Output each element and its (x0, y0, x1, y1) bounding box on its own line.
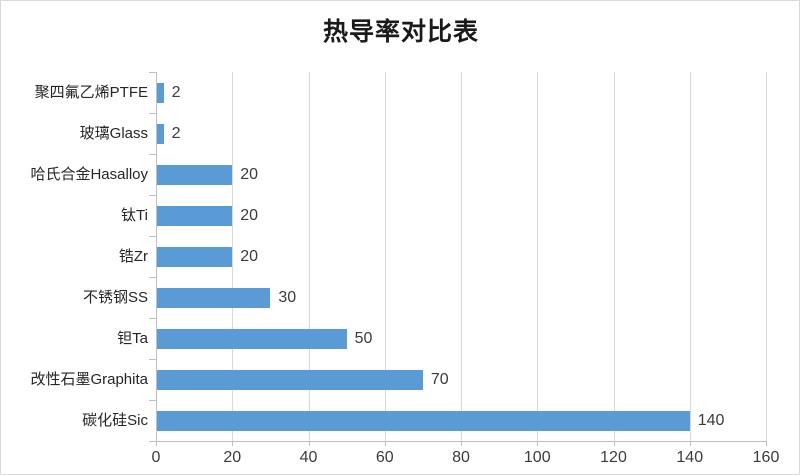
category-axis-tick (149, 359, 156, 360)
plot-area: 2 2 20 20 20 30 50 70 140 (156, 72, 766, 441)
category-axis-tick (149, 195, 156, 196)
category-axis-tick (149, 318, 156, 319)
value-axis-tick (537, 441, 539, 446)
bar (156, 328, 347, 349)
category-axis-line (156, 72, 157, 441)
chart-title: 热导率对比表 (322, 18, 479, 46)
bar (156, 164, 233, 185)
bar-value-label: 2 (171, 83, 181, 101)
category-axis-tick (149, 72, 156, 73)
value-axis-tick (308, 441, 310, 446)
bar-row: 30 (156, 277, 766, 318)
category-axis-tick (149, 277, 156, 278)
bar-value-label: 2 (171, 124, 181, 142)
bar (156, 246, 233, 267)
value-axis-tick (156, 441, 157, 446)
gridline-20 (232, 72, 234, 441)
bar-value-label: 140 (697, 411, 725, 429)
value-axis-tick (766, 441, 767, 446)
bar-value-label: 70 (430, 370, 449, 388)
value-axis-tick (232, 441, 234, 446)
category-label: 不锈钢SS (82, 288, 148, 306)
value-axis-label: 0 (151, 449, 161, 466)
value-axis-label: 140 (676, 449, 704, 466)
value-axis-label: 60 (375, 449, 394, 466)
gridline-160 (766, 72, 767, 441)
category-axis-tick (149, 400, 156, 401)
category-axis-tick (149, 113, 156, 114)
bar (156, 123, 164, 144)
gridline-140 (689, 72, 691, 441)
value-axis-tick (613, 441, 615, 446)
bar (156, 82, 164, 103)
category-label: 锆Zr (118, 247, 148, 265)
gridline-120 (613, 72, 615, 441)
value-axis-tick (461, 441, 462, 446)
value-axis-tick (689, 441, 691, 446)
bar-row: 20 (156, 236, 766, 277)
category-axis-tick (149, 236, 156, 237)
bar (156, 287, 271, 308)
category-axis-labels: 聚四氟乙烯PTFE 玻璃Glass 哈氏合金Hasalloy 钛Ti 锆Zr 不锈钢SS 钽… (1, 72, 156, 441)
bar-value-label: 20 (240, 206, 259, 224)
bar-row: 140 (156, 400, 766, 441)
bar-value-label: 50 (354, 329, 373, 347)
bar-value-label: 20 (240, 247, 259, 265)
category-axis-tick (149, 441, 156, 442)
value-axis-label: 100 (523, 449, 551, 466)
bar-row: 2 (156, 72, 766, 113)
bar-row: 20 (156, 154, 766, 195)
value-axis-label: 120 (600, 449, 627, 466)
category-axis-tick (149, 154, 156, 155)
value-axis-label: 160 (752, 449, 780, 466)
value-axis-tick (384, 441, 386, 446)
category-label: 玻璃Glass (79, 124, 148, 142)
bar-value-label: 30 (278, 288, 297, 306)
value-axis-label: 20 (223, 449, 242, 466)
bar-row: 70 (156, 359, 766, 400)
category-label: 钽Ta (117, 329, 148, 347)
bar-row: 2 (156, 113, 766, 154)
category-label: 哈氏合金Hasalloy (30, 165, 148, 183)
bar-value-label: 20 (240, 165, 259, 183)
category-label: 改性石墨Graphita (30, 370, 148, 388)
category-label: 碳化硅Sic (82, 411, 148, 429)
category-label: 钛Ti (121, 206, 148, 224)
bar (156, 205, 233, 226)
bar-row: 50 (156, 318, 766, 359)
gridline-60 (384, 72, 386, 441)
gridline-100 (537, 72, 539, 441)
gridline-80 (461, 72, 462, 441)
bar (156, 369, 423, 390)
bar (156, 410, 690, 431)
category-label: 聚四氟乙烯PTFE (34, 83, 148, 101)
value-axis-label: 80 (452, 449, 470, 466)
bar-row: 20 (156, 195, 766, 236)
value-axis-label: 40 (299, 449, 318, 466)
gridline-40 (308, 72, 310, 441)
